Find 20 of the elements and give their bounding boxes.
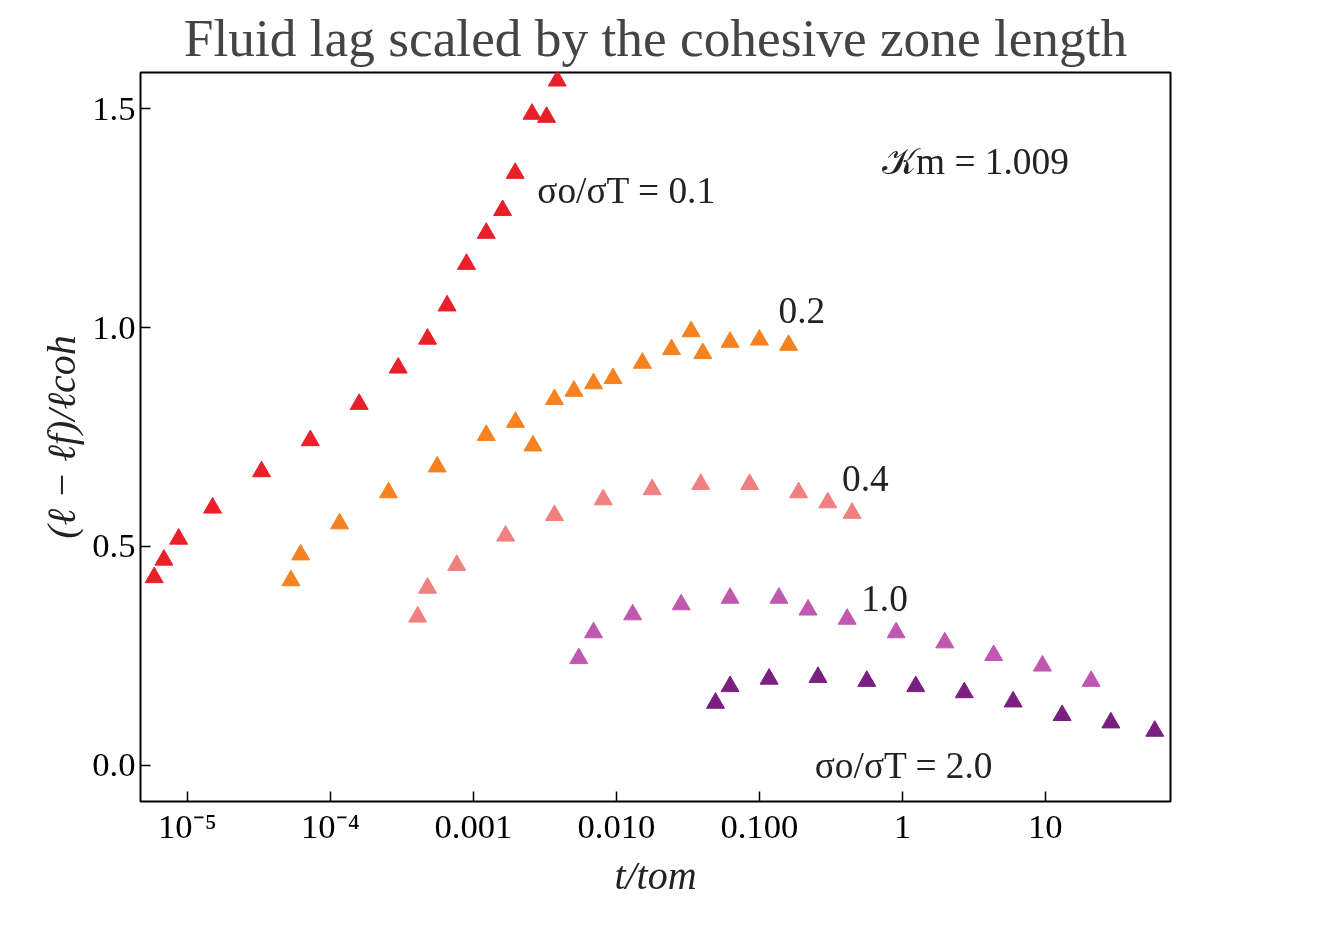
series-label: 1.0 [861,578,908,620]
x-tick-label: 0.001 [434,806,513,845]
x-tick-label: 10 [1028,806,1063,845]
series-label: 0.4 [842,458,890,500]
series-label: 0.2 [778,290,826,332]
x-tick-label: 1 [893,806,912,845]
x-tick-label: 10⁻⁴ [301,806,360,845]
series-label: σo/σT = 2.0 [814,745,993,787]
y-tick-label: 1.0 [92,307,136,346]
x-tick-label: 0.010 [577,806,656,845]
y-axis-title: (ℓ − ℓf)/ℓcoh [39,335,85,539]
annotation: 𝒦m = 1.009 [882,140,1069,182]
x-tick-label: 10⁻⁵ [158,806,217,845]
series-label: σo/σT = 0.1 [537,169,716,211]
y-tick-label: 1.5 [92,88,136,127]
x-tick-label: 0.100 [720,806,799,845]
x-axis-title: t/tom [614,852,697,898]
y-tick-label: 0.5 [92,526,136,565]
y-tick-label: 0.0 [92,745,136,784]
chart-title: Fluid lag scaled by the cohesive zone length [183,7,1128,68]
